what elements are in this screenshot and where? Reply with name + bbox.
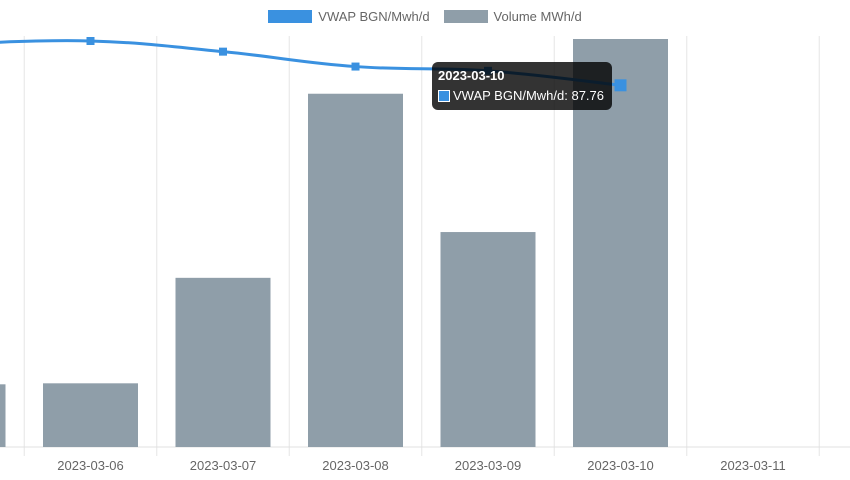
x-tick-label: 2023-03-08 (322, 458, 389, 473)
tooltip-swatch (438, 89, 450, 102)
tooltip-row: VWAP BGN/Mwh/d: 87.76 (438, 88, 604, 103)
volume-bar[interactable] (0, 384, 6, 447)
legend-label-volume: Volume MWh/d (493, 9, 582, 24)
volume-bar[interactable] (175, 277, 271, 447)
tooltip: 2023-03-10 VWAP BGN/Mwh/d: 87.76 (432, 62, 613, 110)
vwap-point[interactable] (351, 62, 360, 71)
vwap-point[interactable] (219, 47, 227, 56)
legend-label-vwap: VWAP BGN/Mwh/d (318, 9, 430, 24)
legend-item-vwap[interactable]: VWAP BGN/Mwh/d (268, 9, 430, 24)
volume-bar[interactable] (43, 383, 138, 447)
x-tick-label: 2023-03-09 (455, 458, 522, 473)
grid-lines (0, 36, 850, 456)
legend-swatch-vwap (268, 10, 313, 23)
x-tick-label: 2023-03-07 (190, 458, 257, 473)
x-tick-label: 2023-03-06 (57, 458, 124, 473)
legend: VWAP BGN/Mwh/d Volume MWh/d (0, 9, 850, 24)
volume-bar[interactable] (308, 93, 403, 448)
x-tick-label: 2023-03-11 (720, 458, 786, 473)
x-tick-label: 2023-03-10 (587, 458, 654, 473)
tooltip-label: VWAP BGN/Mwh/d: 87.76 (453, 88, 605, 103)
vwap-point[interactable] (86, 37, 95, 45)
legend-swatch-volume (443, 10, 488, 23)
legend-item-volume[interactable]: Volume MWh/d (443, 9, 582, 24)
volume-bar[interactable] (440, 232, 536, 447)
volume-bars (0, 39, 668, 448)
tooltip-title: 2023-03-10 (438, 68, 505, 83)
vwap-point[interactable] (614, 79, 627, 92)
x-axis-ticks: 2023-03-06 2023-03-07 2023-03-08 2023-03-09… (57, 458, 786, 473)
